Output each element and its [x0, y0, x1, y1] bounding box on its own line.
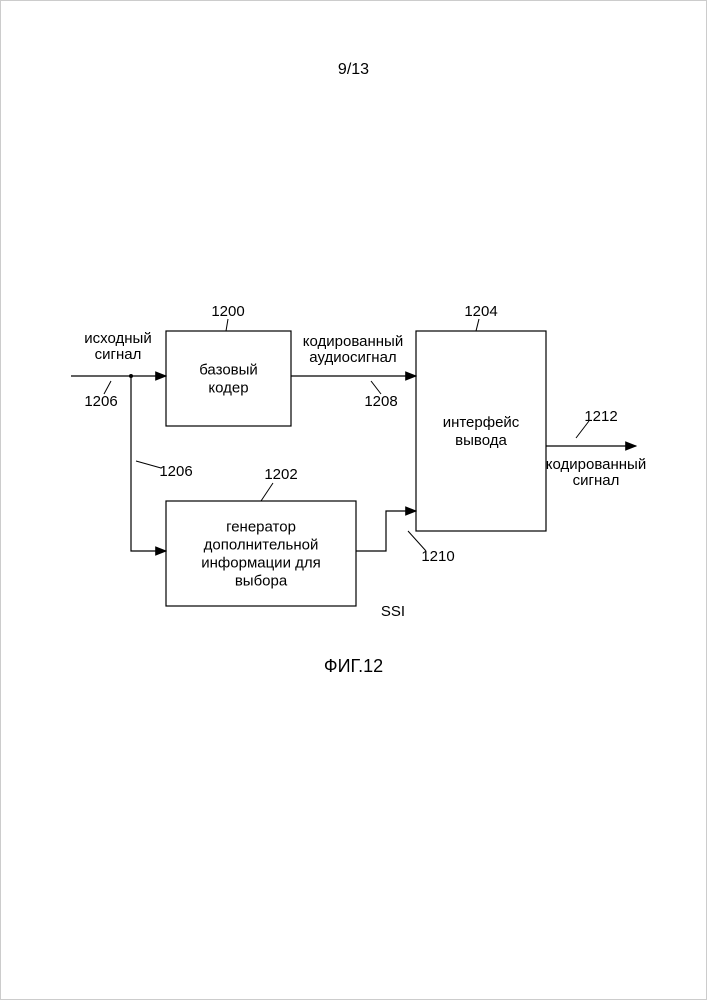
ref-leader: [261, 483, 273, 501]
edge-label: сигнал: [573, 472, 620, 489]
edge-ref-leader: [576, 421, 589, 438]
node-output_if: [416, 331, 546, 531]
ref-leader: [476, 319, 479, 331]
node-label-output_if: вывода: [455, 432, 507, 449]
edge-ref-leader: [408, 531, 426, 551]
node-ssi_gen: [166, 501, 356, 606]
node-encoder: [166, 331, 291, 426]
edge-ref-label: 1208: [364, 393, 397, 410]
node-label-ssi_gen: информации для: [201, 555, 321, 572]
edge-label: кодированный: [546, 456, 646, 473]
edge-label: кодированный: [303, 333, 403, 350]
node-label-encoder: кодер: [208, 380, 248, 397]
ref-label: 1204: [464, 303, 497, 320]
edge-ssi_to_output: [356, 511, 416, 551]
edge-label: сигнал: [95, 346, 142, 363]
node-label-ssi_gen: выбора: [235, 573, 288, 590]
edge-label: аудиосигнал: [309, 349, 396, 366]
node-label-ssi_gen: дополнительной: [204, 537, 319, 554]
edge-ref-label: 1206: [159, 463, 192, 480]
edge-ref-label: 1210: [421, 548, 454, 565]
edge-label: исходный: [84, 330, 151, 347]
node-label-ssi_gen: генератор: [226, 519, 296, 536]
ref-label: 1202: [264, 466, 297, 483]
edge-ref-label: 1206: [84, 393, 117, 410]
ref-label: 1200: [211, 303, 244, 320]
page: 9/13 базовыйкодергенератордополнительной…: [0, 0, 707, 1000]
diagram-svg: базовыйкодер генератордополнительнойинфор…: [1, 1, 707, 1001]
edge-ref-label: 1212: [584, 408, 617, 425]
branch-dot: [129, 374, 133, 378]
ref-leader: [226, 319, 228, 331]
edge-ref-leader: [136, 461, 161, 468]
edge-label: SSI: [381, 603, 405, 620]
node-label-output_if: интерфейс: [443, 414, 520, 431]
node-label-encoder: базовый: [199, 362, 258, 379]
figure-caption: ФИГ.12: [1, 656, 706, 677]
